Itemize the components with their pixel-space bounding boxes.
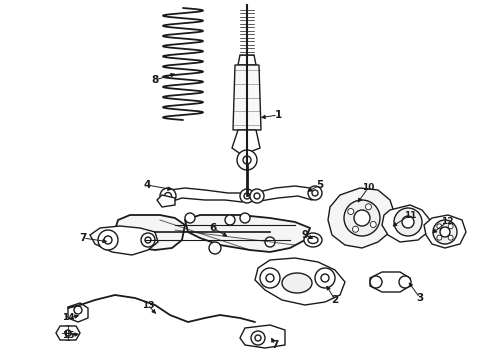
Circle shape [240, 213, 250, 223]
Circle shape [254, 193, 260, 199]
Text: 6: 6 [209, 223, 217, 233]
Polygon shape [157, 195, 175, 207]
Text: 2: 2 [331, 295, 339, 305]
Circle shape [433, 220, 457, 244]
Circle shape [402, 216, 414, 228]
Circle shape [370, 221, 376, 228]
Text: 10: 10 [362, 184, 374, 193]
Text: 1: 1 [274, 110, 282, 120]
Circle shape [265, 237, 275, 247]
Text: 3: 3 [416, 293, 424, 303]
Circle shape [209, 242, 221, 254]
Polygon shape [328, 188, 395, 248]
Polygon shape [90, 226, 158, 255]
Circle shape [352, 226, 359, 232]
Polygon shape [185, 215, 310, 252]
Circle shape [185, 213, 195, 223]
Text: 14: 14 [62, 314, 74, 323]
Polygon shape [165, 188, 247, 202]
Circle shape [141, 233, 155, 247]
Circle shape [437, 235, 442, 240]
Circle shape [104, 236, 112, 244]
Circle shape [448, 235, 453, 240]
Polygon shape [115, 215, 185, 250]
Circle shape [255, 335, 261, 341]
Circle shape [366, 204, 371, 210]
Polygon shape [232, 130, 260, 155]
Circle shape [440, 227, 450, 237]
Circle shape [312, 190, 318, 196]
Polygon shape [370, 272, 410, 292]
Ellipse shape [282, 273, 312, 293]
Circle shape [61, 326, 75, 340]
Text: 7: 7 [271, 340, 279, 350]
Circle shape [165, 193, 172, 199]
Polygon shape [68, 303, 88, 322]
Text: 11: 11 [404, 211, 416, 220]
Circle shape [240, 189, 254, 203]
Polygon shape [56, 326, 80, 340]
Text: 9: 9 [301, 230, 309, 240]
Circle shape [315, 268, 335, 288]
Text: 4: 4 [143, 180, 151, 190]
Circle shape [65, 330, 71, 336]
Circle shape [399, 276, 411, 288]
Circle shape [74, 306, 82, 314]
Polygon shape [240, 325, 285, 348]
Circle shape [354, 210, 370, 226]
Circle shape [251, 331, 265, 345]
Circle shape [237, 150, 257, 170]
Circle shape [344, 200, 380, 236]
Polygon shape [382, 205, 430, 242]
Text: 7: 7 [79, 233, 87, 243]
Ellipse shape [304, 233, 322, 247]
Polygon shape [233, 65, 261, 130]
Circle shape [145, 237, 151, 243]
Circle shape [244, 193, 250, 199]
Circle shape [321, 274, 329, 282]
Polygon shape [238, 55, 256, 65]
Circle shape [225, 215, 235, 225]
Text: 12: 12 [441, 217, 453, 226]
Circle shape [348, 208, 354, 215]
Circle shape [160, 188, 176, 204]
Circle shape [250, 189, 264, 203]
Circle shape [308, 186, 322, 200]
Circle shape [65, 330, 71, 336]
Ellipse shape [308, 237, 318, 243]
Circle shape [448, 224, 453, 229]
Polygon shape [424, 215, 466, 248]
Text: 5: 5 [317, 180, 323, 190]
Text: 15: 15 [62, 330, 74, 339]
Circle shape [266, 274, 274, 282]
Circle shape [370, 276, 382, 288]
Polygon shape [255, 186, 318, 201]
Circle shape [394, 208, 422, 236]
Circle shape [98, 230, 118, 250]
Polygon shape [255, 258, 345, 305]
Text: 13: 13 [142, 301, 154, 310]
Circle shape [243, 156, 251, 164]
Circle shape [260, 268, 280, 288]
Circle shape [437, 224, 442, 229]
Text: 8: 8 [151, 75, 159, 85]
